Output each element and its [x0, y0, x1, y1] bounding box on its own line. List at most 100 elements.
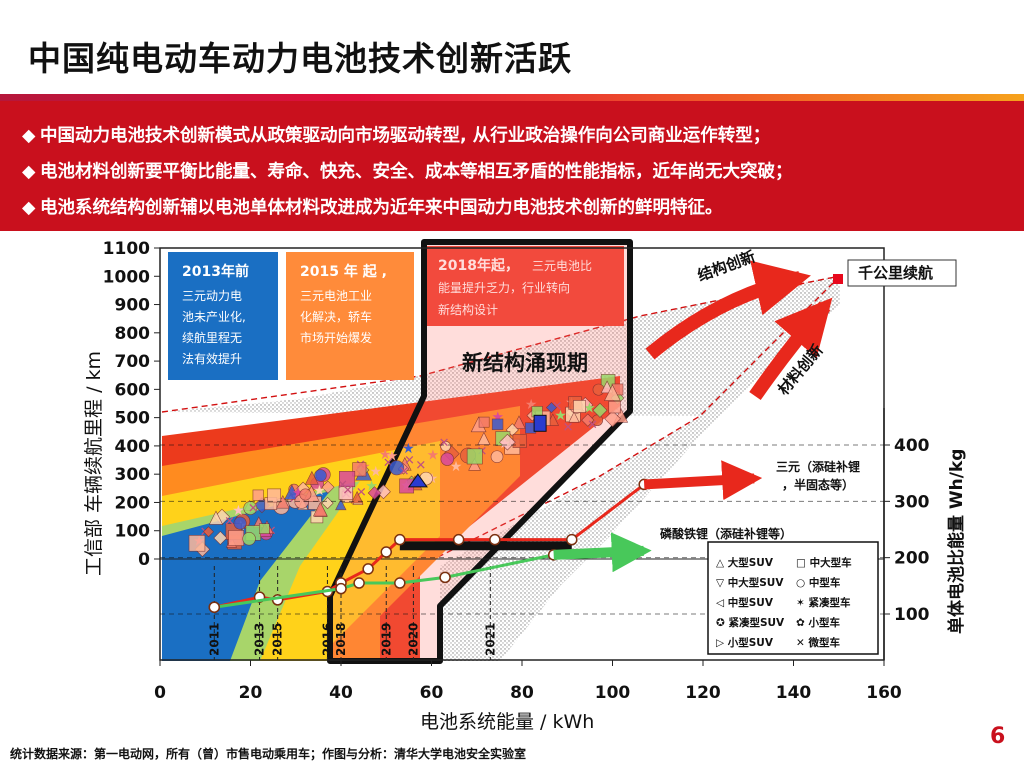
vehicle-point — [208, 510, 224, 525]
source-note: 统计数据来源：第一电动网，所有（曾）市售电动乘用车；作图与分析：清华大学电池安全… — [10, 747, 527, 761]
era-2013-line: 池未产业化, — [182, 310, 246, 324]
vehicle-point — [407, 473, 428, 488]
bullet-item: ◆ 电池材料创新要平衡比能量、寿命、快充、安全、成本等相互矛盾的性能指标，近年尚无… — [22, 158, 793, 183]
vehicle-point: ★ — [232, 503, 245, 519]
future-region-hatch — [162, 276, 840, 661]
vehicle-point — [314, 469, 327, 482]
vehicle-point: ★ — [386, 448, 399, 464]
new-structure-label: 新结构涌现期 — [462, 351, 588, 375]
diamond-bullet-icon: ◆ — [22, 126, 36, 146]
page-title: 中国纯电动车动力电池技术创新活跃 — [28, 39, 572, 78]
vehicle-point: ✕ — [587, 418, 598, 433]
series-point — [335, 582, 347, 595]
y2-tick-label: 200 — [894, 549, 930, 569]
bullet-panel: ◆ 中国动力电池技术创新模式从政策驱动向市场驱动转型, 从行业政治操作向公司商业运… — [0, 101, 1024, 231]
vehicle-point — [252, 489, 264, 501]
series-point — [380, 546, 392, 558]
y-tick-label: 400 — [115, 437, 151, 457]
y-tick-label: 200 — [115, 493, 151, 513]
era-box-2013 — [168, 252, 278, 380]
ternary-label-2: ，半固态等） — [782, 477, 854, 492]
series-line — [214, 553, 554, 609]
series-point — [394, 533, 406, 546]
series-arrow — [553, 532, 652, 573]
band-blue — [162, 491, 330, 661]
y-axis-title: 工信部 车辆续航里程 / km — [83, 351, 105, 576]
vehicle-point — [267, 488, 282, 503]
year-label: 2013 — [253, 623, 267, 656]
x-tick-label: 140 — [776, 683, 812, 703]
vehicle-point — [335, 498, 347, 511]
era-2018-line: 能量提升乏力，行业转向 — [438, 280, 570, 295]
x-tick-label: 40 — [329, 683, 353, 703]
ternary-label-1: 三元（添硅补锂 — [776, 459, 860, 474]
legend-entry: ✶ 紧凑型车 — [796, 596, 851, 609]
era-box-2015 — [286, 252, 414, 380]
legend-entry: ▽ 中大型SUV — [716, 576, 784, 589]
vehicle-point — [505, 423, 519, 437]
y2-tick-label: 400 — [894, 436, 930, 456]
year-label: 2021 — [483, 623, 497, 656]
vehicle-point — [533, 414, 547, 432]
vehicle-point: ★ — [313, 483, 326, 499]
target-box — [847, 259, 957, 287]
vehicle-scatter: ✕★✕✕★★★✕★✕✕★★✕★★✕✕✕★★✕★✕✕★★✕★★✕✕★✕✕✕✕★★★… — [188, 373, 629, 558]
series-point — [353, 577, 365, 589]
vehicle-point — [477, 431, 491, 445]
y2-tick-label: 100 — [894, 605, 930, 625]
series-point — [208, 601, 221, 613]
vehicle-point — [478, 416, 490, 428]
year-label: 2016 — [320, 623, 334, 656]
era-2013-line: 三元动力电 — [182, 289, 242, 303]
series-point — [566, 533, 578, 546]
vehicle-point — [604, 410, 621, 428]
vehicle-point — [242, 532, 256, 546]
mark-bar — [399, 541, 572, 551]
era-2013-line: 法有效提升 — [182, 351, 242, 366]
legend-entry: ✪ 紧凑型SUV — [716, 616, 785, 629]
era-2018-line: 三元电池比 — [532, 259, 592, 273]
legend-entry: ✕ 微型车 — [796, 636, 840, 649]
vehicle-point: ★ — [427, 447, 440, 463]
vehicle-point — [284, 484, 300, 500]
era-2018-line: 新结构设计 — [438, 302, 498, 317]
vehicle-point: ✕ — [415, 459, 426, 474]
page-number: 6 — [990, 724, 1006, 749]
vehicle-point — [466, 448, 483, 465]
cell-energy-series — [208, 460, 763, 613]
vehicle-point — [259, 523, 270, 534]
year-markers: 2011 2013 2015 2016 2018 2019 2020 2021 — [207, 566, 497, 660]
year-label: 2018 — [334, 623, 348, 656]
y-tick-label: 0 — [138, 550, 150, 570]
vehicle-point — [228, 530, 245, 546]
year-label: 2015 — [271, 623, 285, 656]
vehicle-point: ✕ — [404, 453, 415, 468]
title-divider — [0, 94, 1024, 101]
vehicle-point — [499, 433, 516, 451]
material-innovation-arrow — [749, 297, 833, 401]
vehicle-point — [350, 490, 364, 504]
vehicle-point — [512, 433, 527, 448]
vehicle-point — [592, 402, 608, 418]
vehicle-point: ✕ — [248, 501, 259, 516]
x-axis-title: 电池系统能量 / kWh — [420, 711, 594, 733]
diamond-bullet-icon: ◆ — [22, 162, 36, 182]
vehicle-point — [299, 488, 312, 501]
y-axis-ticks: 0 100 200 300 400 500 600 700 800 900 1000 1100 — [103, 239, 160, 570]
x-axis-ticks: 0 20 40 60 80 100 120 140 160 — [154, 660, 902, 703]
structure-innovation-arrow — [645, 260, 811, 360]
vehicle-point — [376, 484, 391, 500]
target-label: 千公里续航 — [858, 264, 933, 282]
vehicle-point: ✕ — [552, 400, 563, 415]
era-2013-title: 2013年前 — [182, 263, 249, 280]
vehicle-point: ★ — [369, 464, 382, 480]
year-label: 2011 — [207, 623, 221, 656]
series-point — [489, 533, 501, 546]
bullet-item: ◆ 中国动力电池技术创新模式从政策驱动向市场驱动转型, 从行业政治操作向公司商业运… — [22, 122, 770, 147]
y2-axis-title: 单体电池比能量 Wh/kg — [946, 449, 967, 634]
legend-entry: □ 中大型车 — [796, 556, 852, 569]
legend-entry: ◁ 中型SUV — [715, 596, 774, 609]
era-2015-line: 三元电池工业 — [300, 289, 372, 303]
vehicle-point — [213, 531, 228, 546]
x-tick-label: 80 — [510, 683, 534, 703]
